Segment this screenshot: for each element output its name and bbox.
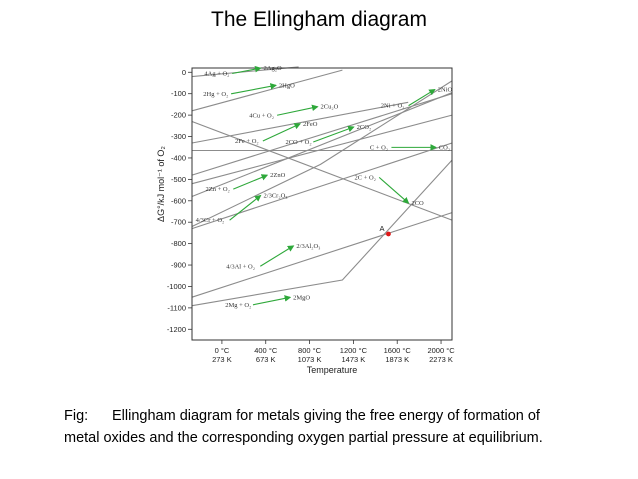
y-tick-label: 0 [182, 68, 186, 77]
y-tick-label: -1200 [167, 325, 186, 334]
reaction-reactants: 4/3Al + O₂ [226, 263, 255, 270]
reaction-reactants: 2Ni + O₂ [381, 103, 405, 110]
reaction-arrow [233, 174, 269, 190]
series-line-9 [191, 80, 453, 227]
reaction-arrow [252, 295, 292, 306]
reaction-product: 2ZnO [270, 172, 285, 179]
figure-caption: Fig: Ellingham diagram for metals giving … [64, 405, 604, 449]
y-tick-label: -800 [171, 239, 186, 248]
x-tick-label-kelvin: 673 K [256, 355, 276, 364]
chart-svg: 0 -100 -200 -300 -400 -500 -600 -700 -800 -900 -10… [156, 65, 455, 375]
x-tick-label-celsius: 1200 °C [340, 346, 368, 355]
reaction-arrow [232, 65, 262, 75]
y-tick-label: -600 [171, 196, 186, 205]
x-tick-label-celsius: 1600 °C [384, 346, 412, 355]
ellingham-chart: 0 -100 -200 -300 -400 -500 -600 -700 -800 -900 -10… [150, 60, 460, 385]
y-tick-label: -200 [171, 111, 186, 120]
series-line-2 [191, 69, 343, 112]
reaction-reactants: 2Hg + O₂ [203, 91, 228, 98]
reaction-arrow [378, 176, 410, 204]
series-line-1 [191, 66, 299, 78]
caption-line-1: Ellingham diagram for metals giving the … [112, 408, 540, 424]
reaction-arrow [260, 245, 295, 267]
reaction-reactants: 4Cu + O₂ [249, 112, 274, 119]
y-tick-label: -400 [171, 153, 186, 162]
reaction-reactants: 4Ag + O₂ [204, 70, 229, 77]
reaction-reactants: 2C + O₂ [354, 174, 375, 181]
reaction-product: 2HgO [279, 82, 295, 89]
reaction-product: 2MgO [293, 294, 310, 301]
x-axis-title: Temperature [307, 365, 358, 375]
reaction-product: 2Ag₂O [264, 65, 282, 72]
reaction-product: 2NiO [438, 87, 453, 94]
reaction-arrow [313, 125, 355, 143]
reaction-product: 2FeO [303, 121, 318, 128]
y-tick-label: -1000 [167, 282, 186, 291]
reaction-arrow [408, 88, 436, 107]
series-line-5 [191, 114, 453, 185]
intersection-point [386, 231, 391, 237]
reaction-arrow [262, 123, 301, 142]
reaction-reactants: 2Fe + O₂ [235, 138, 259, 145]
y-tick-label: -1100 [167, 303, 186, 312]
series-line-4 [191, 93, 453, 176]
series-line-6 [191, 92, 453, 198]
y-tick-label: -700 [171, 218, 186, 227]
reaction-reactants: 4/3Cr + O₂ [196, 217, 225, 224]
reaction-arrow [276, 104, 319, 116]
x-tick-label-kelvin: 1873 K [385, 355, 409, 364]
y-tick-label: -900 [171, 261, 186, 270]
reaction-arrow [230, 83, 277, 95]
series-line-11 [191, 212, 453, 298]
plot-frame [191, 67, 453, 341]
reaction-reactants: 2Zn + O₂ [205, 186, 229, 193]
series-line-3 [191, 101, 409, 144]
reaction-product: CO₂ [439, 144, 450, 151]
reaction-reactants: 2CO + O₂ [285, 139, 311, 146]
reaction-product: 2Cu₂O [321, 104, 339, 111]
x-tick-label-celsius: 800 °C [298, 346, 322, 355]
reaction-product: 2/3Al₂O₃ [296, 243, 320, 250]
slide-title: The Ellingham diagram [211, 8, 427, 31]
reaction-reactants: C + O₂ [370, 144, 388, 151]
x-tick-label-celsius: 400 °C [254, 346, 278, 355]
caption-prefix: Fig: [64, 408, 89, 424]
x-tick-label-kelvin: 1473 K [342, 355, 366, 364]
series-line-10 [191, 142, 453, 230]
x-tick-label-kelvin: 2273 K [429, 355, 453, 364]
reaction-product: 2/3Cr₂O₃ [264, 193, 288, 200]
x-tick-label-celsius: 0 °C [215, 346, 230, 355]
y-tick-label: -100 [171, 89, 186, 98]
caption-line-2: metal oxides and the corresponding oxyge… [64, 430, 543, 446]
x-tick-label-kelvin: 1073 K [298, 355, 322, 364]
reaction-product: 2CO [411, 200, 424, 207]
x-tick-label-kelvin: 273 K [212, 355, 232, 364]
reaction-product: 2CO₂ [357, 124, 372, 131]
y-axis-title: ΔG°/kJ mol⁻¹ of O₂ [156, 146, 166, 222]
reaction-arrow [229, 194, 262, 221]
series-line-12 [191, 159, 453, 307]
y-tick-label: -500 [171, 175, 186, 184]
intersection-label: A [379, 224, 384, 233]
x-tick-label-celsius: 2000 °C [427, 346, 455, 355]
reaction-reactants: 2Mg + O₂ [225, 302, 251, 309]
y-tick-label: -300 [171, 132, 186, 141]
